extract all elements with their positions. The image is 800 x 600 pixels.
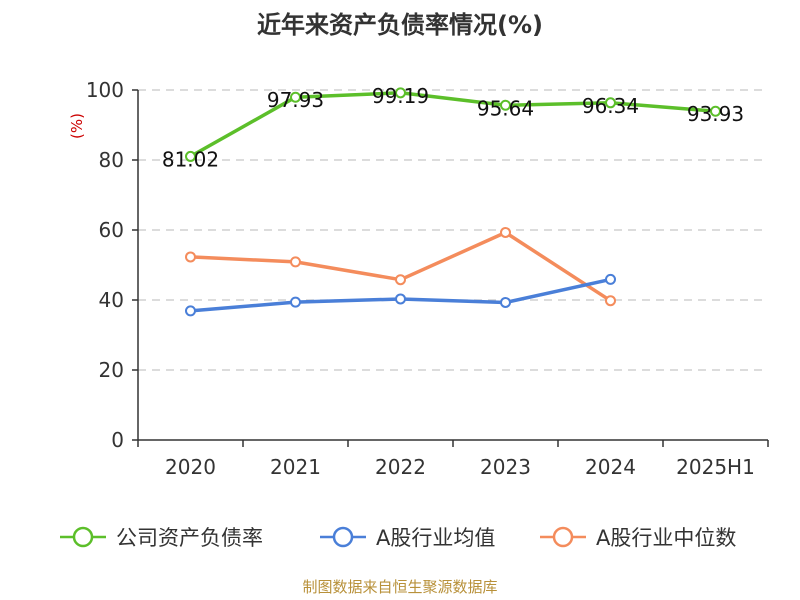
legend-item-0[interactable]: 公司资产负债率 xyxy=(60,526,263,550)
data-point[interactable] xyxy=(185,305,196,317)
data-point[interactable] xyxy=(605,295,616,307)
series-line xyxy=(188,230,613,303)
data-point[interactable] xyxy=(500,296,511,308)
data-label: 81.02 xyxy=(162,147,219,171)
data-point[interactable] xyxy=(290,296,301,308)
chart-title: 近年来资产负债率情况(%) xyxy=(257,11,543,39)
y-tick-label: 0 xyxy=(111,428,124,452)
y-tick-label: 60 xyxy=(99,218,124,242)
data-point[interactable] xyxy=(185,251,196,263)
data-label: 95.64 xyxy=(477,96,534,120)
legend-item-1[interactable]: A股行业均值 xyxy=(320,526,495,550)
data-point[interactable] xyxy=(395,87,406,99)
legend-label: A股行业中位数 xyxy=(596,526,736,550)
x-tick-label: 2020 xyxy=(165,455,216,479)
data-source-note: 制图数据来自恒生聚源数据库 xyxy=(302,578,497,596)
grid-lines xyxy=(138,89,768,371)
series-line xyxy=(188,91,718,159)
x-tick-label: 2022 xyxy=(375,455,426,479)
data-point[interactable] xyxy=(185,150,196,162)
legend-marker xyxy=(552,526,574,548)
series-0: 81.02 97.93 99.19 95.64 96.34 93.93 xyxy=(162,84,744,172)
data-point[interactable] xyxy=(290,256,301,268)
data-label: 97.93 xyxy=(267,88,324,112)
series-1 xyxy=(185,273,616,317)
legend-label: A股行业均值 xyxy=(376,526,495,550)
series-group: 81.02 97.93 99.19 95.64 96.34 93.93 xyxy=(162,84,744,317)
data-label: 96.34 xyxy=(582,94,639,118)
data-point[interactable] xyxy=(395,293,406,305)
y-tick-label: 20 xyxy=(99,358,124,382)
y-tick-label: 100 xyxy=(86,78,124,102)
data-label: 93.93 xyxy=(687,102,744,126)
legend-item-2[interactable]: A股行业中位数 xyxy=(540,526,736,550)
data-point[interactable] xyxy=(395,274,406,286)
axes: 0 20 40 60 80 100 2020 2021 2022 2023 2024 2025H1 xyxy=(86,78,769,479)
y-tick-label: 40 xyxy=(99,288,124,312)
x-tick-label: 2024 xyxy=(585,455,636,479)
data-point[interactable] xyxy=(290,91,301,103)
x-tick-label: 2021 xyxy=(270,455,321,479)
data-point[interactable] xyxy=(500,99,511,111)
data-label: 99.19 xyxy=(372,84,429,108)
legend-label: 公司资产负债率 xyxy=(116,526,263,550)
y-tick-label: 80 xyxy=(99,148,124,172)
x-tick-label: 2025H1 xyxy=(676,455,755,479)
legend[interactable]: 公司资产负债率 A股行业均值 A股行业中位数 xyxy=(60,526,736,550)
data-point[interactable] xyxy=(500,226,511,238)
data-point[interactable] xyxy=(605,273,616,285)
y-axis-label: (%) xyxy=(68,113,86,139)
data-point[interactable] xyxy=(710,105,721,117)
legend-marker xyxy=(72,526,94,548)
series-2 xyxy=(185,226,616,307)
x-tick-label: 2023 xyxy=(480,455,531,479)
legend-marker xyxy=(332,526,354,548)
data-point[interactable] xyxy=(605,97,616,109)
